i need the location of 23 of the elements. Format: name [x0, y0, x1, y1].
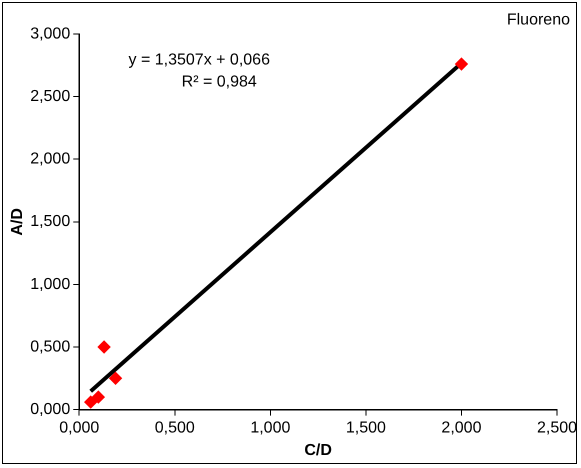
x-tick-label: 1,000: [250, 420, 290, 437]
point: [92, 390, 105, 404]
point: [84, 396, 98, 409]
x-tick-label: 1,500: [346, 420, 386, 437]
annotation: y = 1,3507x + 0,066: [128, 51, 270, 68]
x-tick-label: 0,000: [59, 420, 100, 437]
y-tick-label: 2,000: [30, 150, 70, 168]
x-tick-label: 2,500: [536, 420, 578, 437]
chart-title: Fluoreno: [506, 11, 570, 28]
y-tick-label: 1,500: [30, 213, 70, 230]
y-tick-label: 3,000: [30, 25, 70, 42]
annotation: R² = 0,984: [182, 73, 257, 90]
point: [454, 58, 468, 71]
x-tick-label: 2,000: [441, 420, 482, 437]
point: [109, 372, 122, 385]
y-tick-label: 0,000: [30, 401, 70, 418]
y-axis-title: A/D: [9, 208, 26, 236]
x-axis-title: C/D: [304, 442, 332, 459]
x-tick-label: 0,500: [154, 420, 195, 437]
y-tick-label: 1,000: [30, 276, 70, 293]
y-tick-label: 0,500: [30, 338, 70, 356]
y-tick-label: 2,500: [30, 88, 70, 106]
point: [98, 340, 111, 354]
